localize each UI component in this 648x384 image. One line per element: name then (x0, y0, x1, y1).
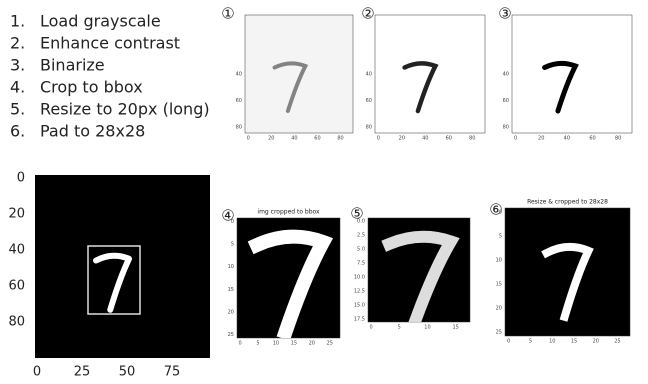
x-tick-label: 15 (291, 341, 297, 347)
y-tick-label: 17.5 (354, 316, 365, 322)
y-tick-label: 25 (228, 332, 234, 338)
step-number: 2. (10, 34, 25, 53)
badge: ③ (498, 5, 511, 23)
x-tick-label: 20 (538, 136, 544, 142)
y-tick-label: 5 (231, 242, 234, 248)
badge: ① (221, 5, 234, 23)
y-tick-label: 10 (496, 257, 502, 263)
x-tick-label: 0 (514, 136, 517, 142)
x-tick-label: 15 (571, 339, 577, 345)
y-tick-label: 20 (8, 207, 25, 222)
x-tick-label: 25 (74, 365, 91, 380)
x-tick-label: 5 (529, 339, 532, 345)
y-tick-label: 25 (496, 330, 502, 336)
y-tick-label: 80 (236, 125, 242, 131)
y-tick-label: 60 (366, 98, 372, 104)
panel-title: img cropped to bbox (257, 209, 320, 216)
x-tick-label: 25 (614, 339, 620, 345)
x-tick-label: 20 (399, 136, 405, 142)
y-tick-label: 60 (236, 98, 242, 104)
x-tick-label: 15 (452, 325, 458, 331)
step-text: Pad to 28x28 (40, 122, 145, 141)
y-tick-label: 5 (499, 233, 502, 239)
y-tick-label: 40 (8, 243, 25, 258)
step-number: 6. (10, 122, 25, 141)
y-tick-label: 15.0 (354, 302, 365, 308)
image (245, 15, 353, 133)
x-tick-label: 0 (33, 365, 41, 380)
y-tick-label: 10 (228, 264, 234, 270)
x-tick-label: 40 (291, 136, 297, 142)
y-tick-label: 0 (499, 209, 502, 215)
step-number: 5. (10, 100, 25, 119)
y-tick-label: 2.5 (357, 233, 365, 239)
x-tick-label: 20 (593, 339, 599, 345)
y-tick-label: 40 (366, 72, 372, 78)
y-tick-label: 20 (228, 309, 234, 315)
step-text: Load grayscale (40, 12, 161, 31)
y-tick-label: 60 (8, 279, 25, 294)
y-tick-label: 7.5 (357, 261, 365, 267)
y-tick-label: 60 (503, 98, 509, 104)
x-tick-label: 0 (507, 339, 510, 345)
x-tick-label: 0 (377, 136, 380, 142)
x-tick-label: 20 (268, 136, 274, 142)
step-text: Enhance contrast (40, 34, 180, 53)
x-tick-label: 10 (273, 341, 279, 347)
y-tick-label: 10.0 (354, 274, 365, 280)
x-tick-label: 0 (247, 136, 250, 142)
x-tick-label: 0 (238, 341, 241, 347)
x-tick-label: 0 (369, 325, 372, 331)
y-tick-label: 15 (496, 282, 502, 288)
x-tick-label: 10 (424, 325, 430, 331)
y-tick-label: 15 (228, 287, 234, 293)
x-tick-label: 80 (337, 136, 343, 142)
x-tick-label: 60 (446, 136, 452, 142)
y-tick-label: 80 (8, 315, 25, 330)
badge: ② (361, 5, 374, 23)
y-tick-label: 0 (231, 219, 234, 225)
x-tick-label: 80 (615, 136, 621, 142)
x-tick-label: 5 (256, 341, 259, 347)
step-text: Binarize (40, 56, 105, 75)
step-number: 4. (10, 78, 25, 97)
y-tick-label: 12.5 (354, 288, 365, 294)
x-tick-label: 60 (314, 136, 320, 142)
step-number: 1. (10, 12, 25, 31)
y-tick-label: 5.0 (357, 247, 365, 253)
panel-title: Resize & cropped to 28x28 (527, 199, 608, 206)
x-tick-label: 5 (398, 325, 401, 331)
x-tick-label: 50 (119, 365, 136, 380)
step-text: Resize to 20px (long) (40, 100, 210, 119)
y-tick-label: 20 (496, 306, 502, 312)
y-tick-label: 80 (366, 125, 372, 131)
y-tick-label: 0.0 (357, 219, 365, 225)
x-tick-label: 40 (564, 136, 570, 142)
step-text: Crop to bbox (40, 78, 143, 97)
figure: 1. Load grayscale 2. Enhance contrast 3. Bina… (0, 0, 648, 384)
step-number: 3. (10, 56, 25, 75)
x-tick-label: 10 (549, 339, 555, 345)
y-tick-label: 40 (503, 72, 509, 78)
y-tick-label: 80 (503, 125, 509, 131)
y-tick-label: 40 (236, 72, 242, 78)
x-tick-label: 25 (327, 341, 333, 347)
x-tick-label: 75 (164, 365, 181, 380)
x-tick-label: 20 (309, 341, 315, 347)
y-tick-label: 0 (17, 171, 25, 186)
x-tick-label: 60 (589, 136, 595, 142)
x-tick-label: 40 (422, 136, 428, 142)
x-tick-label: 80 (469, 136, 475, 142)
